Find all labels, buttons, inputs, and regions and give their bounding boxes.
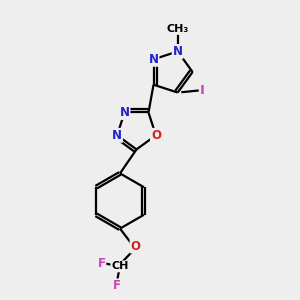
Text: O: O: [130, 239, 141, 253]
Text: N: N: [148, 53, 158, 66]
Text: O: O: [151, 129, 161, 142]
Text: N: N: [112, 129, 122, 142]
Text: F: F: [112, 279, 120, 292]
Text: CH: CH: [111, 261, 129, 272]
Text: F: F: [98, 257, 105, 270]
Text: CH₃: CH₃: [167, 24, 189, 34]
Text: I: I: [200, 84, 205, 97]
Text: N: N: [173, 45, 183, 58]
Text: N: N: [119, 106, 130, 119]
